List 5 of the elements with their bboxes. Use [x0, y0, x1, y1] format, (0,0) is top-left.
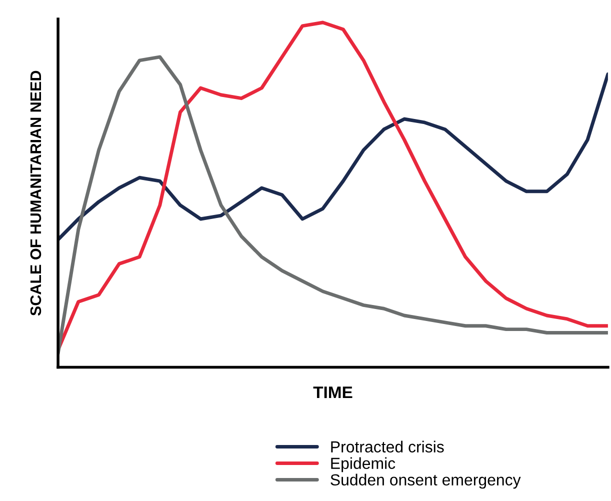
x-axis-title: TIME — [313, 386, 352, 398]
legend-label: Sudden onsent emergency — [330, 474, 521, 489]
legend-label: Protracted crisis — [331, 440, 444, 453]
legend-label: Epidemic — [331, 457, 396, 472]
y-axis-title: SCALE OF HUMANITARIAN NEED — [30, 70, 42, 316]
